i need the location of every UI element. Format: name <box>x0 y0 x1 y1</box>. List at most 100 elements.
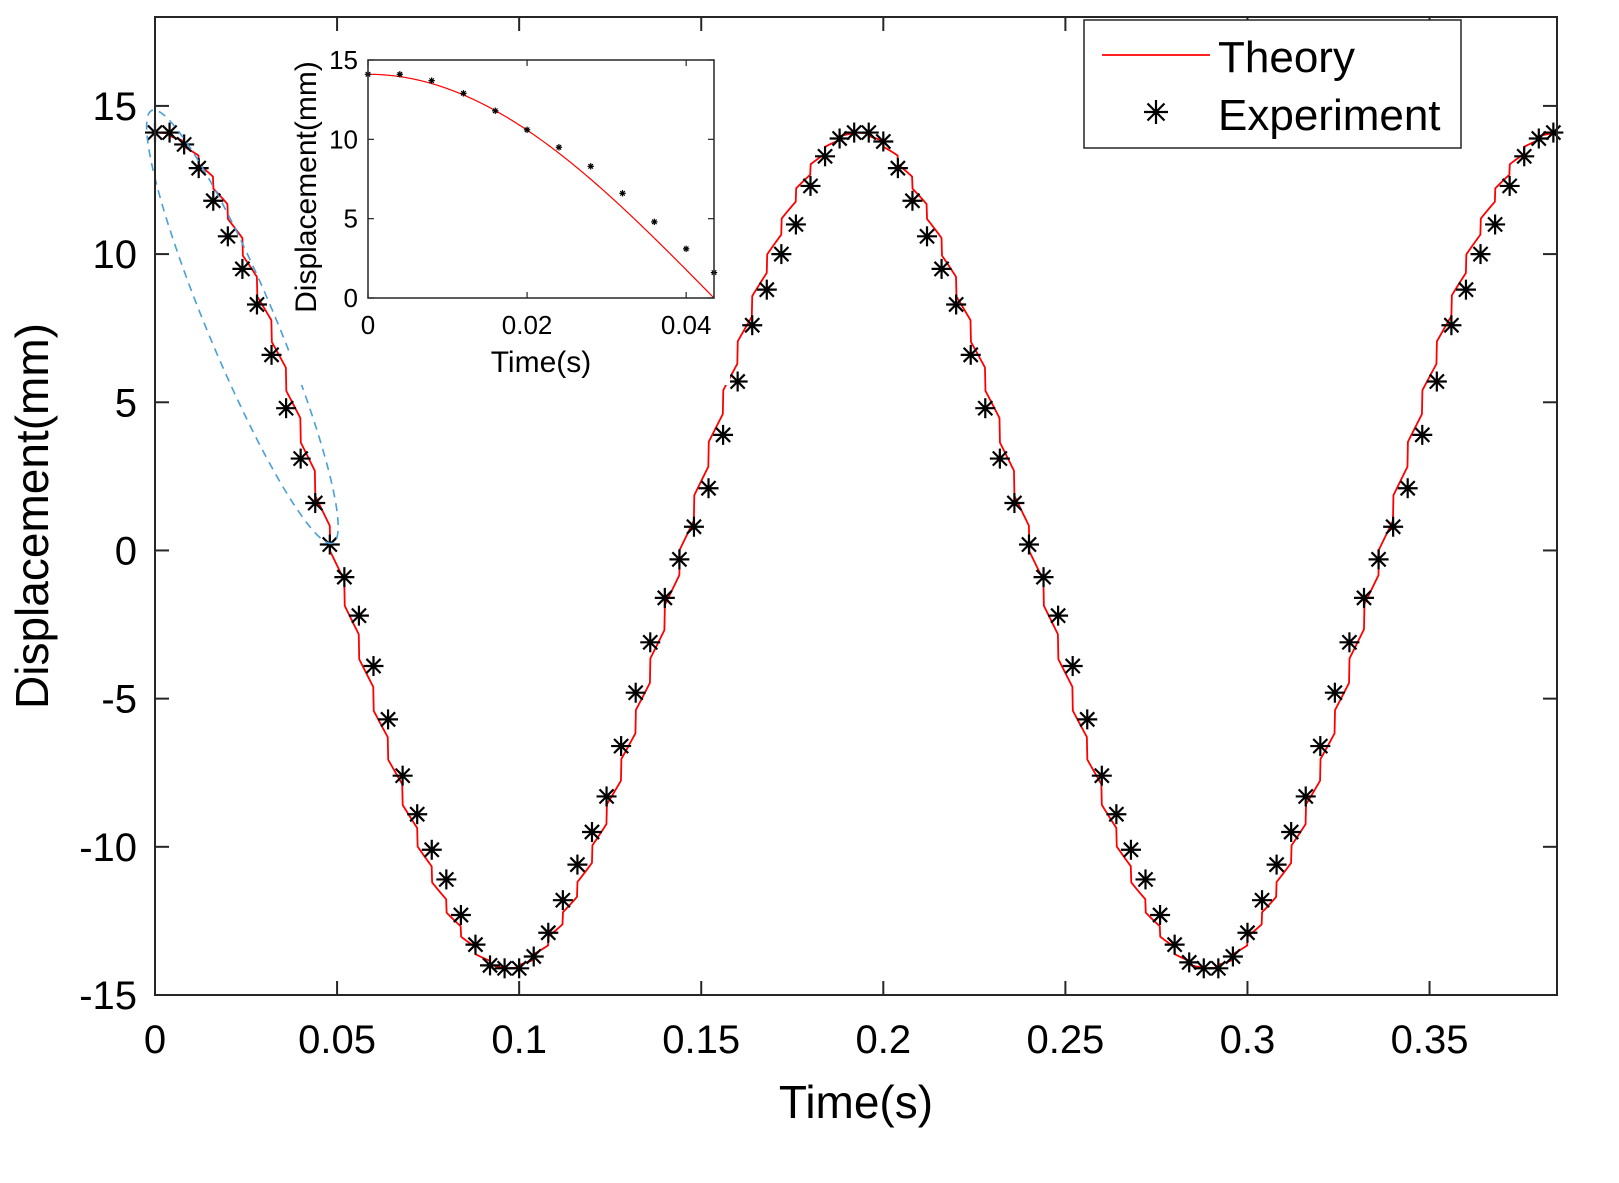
y-tick-label: -5 <box>101 678 137 722</box>
inset-y-tick-label: 5 <box>344 204 358 234</box>
experiment-point <box>1004 493 1025 514</box>
experiment-point <box>829 128 850 149</box>
inset-experiment-point <box>523 126 531 134</box>
experiment-point <box>319 534 340 555</box>
experiment-point <box>1106 804 1127 825</box>
experiment-point <box>1441 315 1462 336</box>
experiment-point <box>1135 869 1156 890</box>
experiment-point <box>1412 424 1433 445</box>
experiment-point <box>1237 922 1258 943</box>
experiment-point <box>887 158 908 179</box>
experiment-point <box>1455 279 1476 300</box>
experiment-point <box>611 736 632 757</box>
experiment-point <box>771 244 792 265</box>
experiment-point <box>1179 952 1200 973</box>
experiment-point <box>407 804 428 825</box>
legend-experiment-swatch <box>1144 100 1168 124</box>
inset-axes: 0 0.02 0.04 0 5 10 15 Time(s) Displacement(mm… <box>290 40 730 385</box>
experiment-point <box>1543 122 1564 143</box>
inset-experiment-point <box>619 190 626 197</box>
experiment-point <box>465 934 486 955</box>
main-y-ticks: -15 -10 -5 0 5 10 15 <box>79 85 1557 1018</box>
inset-y-axis-label: Displacement(mm) <box>290 61 323 313</box>
experiment-point <box>1368 549 1389 570</box>
experiment-point <box>1324 682 1345 703</box>
experiment-point <box>1033 567 1054 588</box>
y-tick-label: -10 <box>79 826 137 870</box>
x-tick-label: 0.15 <box>662 1018 740 1062</box>
main-y-axis-label: Displacement(mm) <box>6 323 58 709</box>
experiment-point <box>1018 534 1039 555</box>
experiment-point <box>975 398 996 419</box>
experiment-point <box>509 958 530 979</box>
inset-x-axis-label: Time(s) <box>491 346 592 379</box>
experiment-point <box>1222 946 1243 967</box>
experiment-point <box>1499 175 1520 196</box>
legend-box <box>1083 19 1462 149</box>
experiment-point <box>217 226 238 247</box>
experiment-point <box>203 190 224 211</box>
experiment-point <box>1485 214 1506 235</box>
experiment-point <box>261 344 282 365</box>
experiment-point <box>931 258 952 279</box>
inset-experiment-point <box>396 71 404 78</box>
experiment-point <box>989 448 1010 469</box>
y-tick-label: 5 <box>115 381 137 425</box>
experiment-point <box>1514 146 1535 167</box>
experiment-point <box>756 279 777 300</box>
experiment-point <box>1426 371 1447 392</box>
experiment-point <box>1397 478 1418 499</box>
inset-experiment-point <box>682 245 690 253</box>
inset-y-tick-label: 15 <box>329 45 358 75</box>
experiment-point <box>290 448 311 469</box>
inset-plot-frame <box>367 59 715 299</box>
experiment-point <box>174 134 195 155</box>
experiment-point <box>1383 516 1404 537</box>
inset-background <box>290 40 730 385</box>
inset-y-ticks: 0 5 10 15 <box>329 45 714 313</box>
experiment-point <box>392 765 413 786</box>
experiment-point <box>596 786 617 807</box>
experiment-point <box>188 158 209 179</box>
experiment-point <box>917 226 938 247</box>
inset-x-tick-label: 0.04 <box>661 310 712 340</box>
experiment-point <box>159 122 180 143</box>
experiment-point <box>1281 822 1302 842</box>
experiment-point <box>450 904 471 925</box>
experiment-point <box>858 122 879 143</box>
y-tick-label: 15 <box>93 85 138 129</box>
experiment-point <box>581 822 602 842</box>
legend: Theory Experiment <box>1083 19 1462 149</box>
experiment-point <box>683 516 704 537</box>
experiment-point <box>785 214 806 235</box>
x-tick-label: 0.35 <box>1391 1018 1469 1062</box>
experiment-point <box>873 131 894 152</box>
y-tick-label: -15 <box>79 974 137 1018</box>
experiment-point <box>276 398 297 419</box>
main-axes: 0 0.05 0.1 0.15 0.2 0.25 0.3 0.35 -15 -10 -5 0 5 10 1… <box>6 16 1564 1128</box>
x-tick-label: 0.2 <box>856 1018 912 1062</box>
inset-x-ticks: 0 0.02 0.04 <box>361 60 712 340</box>
experiment-point <box>698 478 719 499</box>
inset-experiment-markers <box>364 71 718 276</box>
experiment-point <box>567 854 588 875</box>
experiment-point <box>815 146 836 167</box>
experiment-point <box>1048 605 1069 626</box>
experiment-point <box>1077 709 1098 730</box>
main-x-axis-label: Time(s) <box>779 1076 933 1128</box>
experiment-point <box>902 190 923 211</box>
experiment-point <box>1528 128 1549 149</box>
experiment-point <box>1295 786 1316 807</box>
experiment-point <box>946 294 967 315</box>
experiment-point <box>480 955 501 976</box>
experiment-point <box>1208 958 1229 979</box>
experiment-point <box>669 549 690 570</box>
experiment-point <box>436 869 457 890</box>
inset-y-tick-label: 0 <box>344 283 358 313</box>
experiment-point <box>800 175 821 196</box>
experiment-point <box>1353 587 1374 608</box>
experiment-point <box>1470 244 1491 265</box>
inset-experiment-point <box>587 163 594 170</box>
experiment-point <box>378 709 399 730</box>
